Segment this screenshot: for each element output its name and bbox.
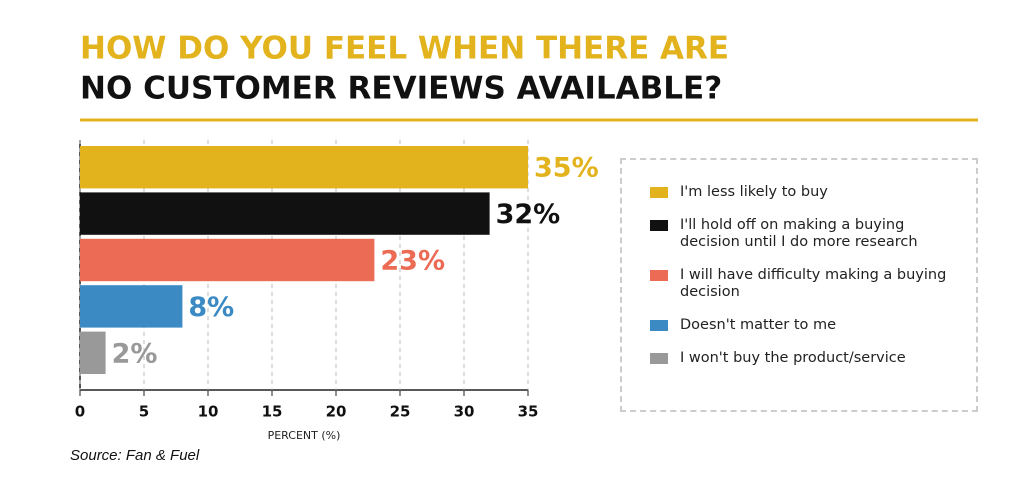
value-label: 23% (380, 246, 445, 277)
bar (80, 331, 106, 374)
bar (80, 192, 490, 235)
value-label: 35% (534, 153, 599, 184)
value-label: 2% (112, 338, 158, 369)
legend-label: I won't buy the product/service (680, 350, 906, 366)
legend-swatch (650, 353, 668, 364)
x-axis-label: PERCENT (%) (268, 429, 341, 442)
x-tick-label: 10 (198, 403, 219, 421)
legend-swatch (650, 220, 668, 231)
x-tick-label: 5 (139, 403, 149, 421)
legend-swatch (650, 320, 668, 331)
value-label: 32% (496, 199, 561, 230)
bar (80, 146, 528, 189)
legend-label: Doesn't matter to me (680, 317, 837, 333)
x-tick-label: 30 (454, 403, 475, 421)
legend-entry: Doesn't matter to me (650, 317, 960, 334)
legend-label: I'll hold off on making a buying decisio… (680, 217, 918, 250)
bar (80, 238, 375, 282)
title-line: NO CUSTOMER REVIEWS AVAILABLE? (80, 71, 722, 107)
x-tick-label: 25 (390, 403, 411, 421)
x-tick-label: 15 (262, 403, 283, 421)
legend-swatch (650, 270, 668, 281)
x-tick-label: 0 (75, 403, 85, 421)
x-tick-label: 35 (518, 403, 539, 421)
x-tick-label: 20 (326, 403, 347, 421)
bar (80, 285, 183, 328)
title-line: HOW DO YOU FEEL WHEN THERE ARE (80, 31, 729, 67)
legend-swatch (650, 187, 668, 198)
legend-label: I will have difficulty making a buying d… (680, 267, 947, 300)
source: Source: Fan & Fuel (70, 447, 200, 464)
value-label: 8% (188, 292, 234, 323)
legend-entry: I'll hold off on making a buying decisio… (650, 217, 960, 251)
legend-entry: I won't buy the product/service (650, 350, 960, 367)
legend-entry: I'm less likely to buy (650, 184, 960, 201)
legend: I'm less likely to buy I'll hold off on m… (620, 158, 978, 412)
legend-label: I'm less likely to buy (680, 184, 828, 200)
legend-entry: I will have difficulty making a buying d… (650, 267, 960, 301)
